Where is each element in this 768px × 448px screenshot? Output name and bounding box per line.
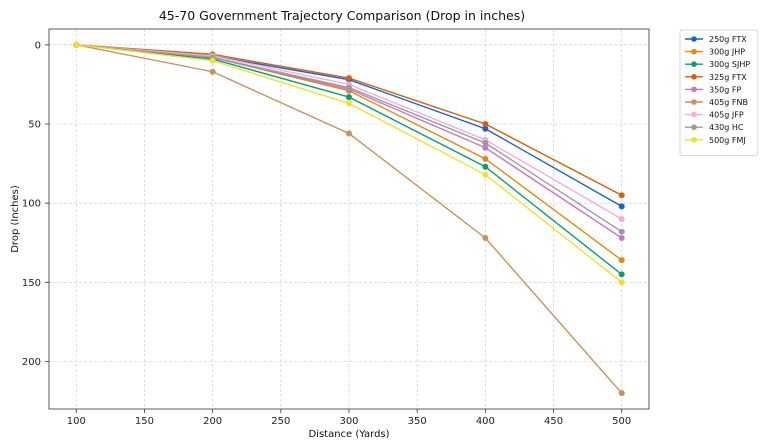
legend-entry-label: 350g FP (709, 85, 741, 94)
legend-entry-label: 300g JHP (709, 48, 745, 57)
legend-swatch-marker (691, 74, 697, 80)
legend-swatch-marker (691, 124, 697, 130)
x-tick-label: 400 (476, 416, 495, 427)
data-point (618, 257, 625, 264)
y-tick-label: 150 (22, 278, 41, 289)
data-point (618, 216, 625, 222)
x-tick-label: 450 (544, 416, 563, 427)
legend-swatch-marker (691, 99, 697, 105)
data-point (618, 192, 625, 199)
data-point (73, 41, 80, 48)
data-point (209, 57, 216, 64)
data-point (482, 125, 489, 132)
data-point (346, 94, 352, 101)
series-line (76, 44, 623, 233)
x-tick-label: 150 (135, 416, 154, 427)
data-point (618, 235, 625, 241)
y-tick-label: 200 (22, 357, 41, 368)
data-point (618, 203, 625, 210)
chart-title: 45-70 Government Trajectory Comparison (… (159, 8, 525, 23)
data-point (346, 75, 352, 82)
x-tick-label: 200 (203, 416, 222, 427)
series-layer (73, 41, 625, 397)
legend-swatch-marker (691, 111, 697, 118)
legend-entry-label: 430g HC (709, 123, 744, 132)
data-point (618, 228, 625, 235)
axis-ticks: 100 150 200 250 300 350 400 450 500 0 50 100 150 200 (22, 40, 631, 427)
data-point (482, 144, 489, 151)
x-tick-label: 250 (271, 416, 290, 427)
data-point (482, 171, 489, 178)
legend-swatch-marker (691, 86, 697, 93)
legend-entry-label: 250g FTX (709, 35, 747, 44)
y-tick-label: 0 (35, 40, 41, 51)
legend-swatch-marker (691, 48, 697, 55)
x-tick-label: 350 (408, 416, 427, 427)
data-point (482, 140, 489, 146)
data-point (346, 84, 352, 91)
x-axis-label: Distance (Yards) (308, 429, 389, 440)
data-point (346, 130, 352, 137)
y-axis-label: Drop (Inches) (10, 185, 21, 253)
series-500g-fmj (73, 41, 625, 286)
legend-swatch-marker (691, 36, 697, 42)
y-tick-label: 50 (28, 120, 41, 131)
legend-swatch-marker (691, 61, 697, 67)
x-tick-label: 500 (612, 416, 631, 427)
legend-entry-label: 405g FNB (709, 98, 748, 107)
data-point (618, 390, 625, 397)
x-tick-label: 100 (67, 416, 86, 427)
legend-entry-label: 405g JFP (709, 111, 744, 120)
data-point (482, 163, 489, 170)
data-point (482, 235, 489, 241)
legend-swatch-marker (691, 137, 697, 143)
legend-entry-label: 325g FTX (709, 73, 747, 82)
legend-entry-label: 300g SJHP (709, 60, 750, 69)
legend-frame (679, 29, 759, 156)
x-tick-label: 300 (339, 416, 358, 427)
data-point (618, 271, 625, 278)
y-tick-label: 100 (22, 199, 41, 210)
data-point (482, 121, 489, 127)
legend: 250g FTX 300g JHP 300g SJHP 325g FTX 350g FP… (679, 29, 759, 156)
data-point (482, 155, 489, 162)
data-point (209, 68, 216, 75)
data-point (618, 279, 625, 286)
legend-entry-label: 500g FMJ (709, 136, 746, 145)
data-point (346, 100, 352, 107)
series-430g-hc (73, 41, 625, 235)
